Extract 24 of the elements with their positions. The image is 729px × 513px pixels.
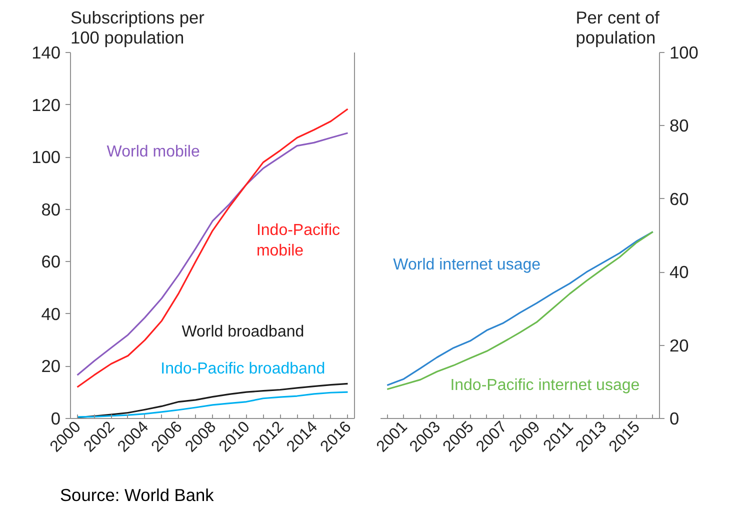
text: World broadband (182, 324, 304, 341)
y-axis-title: Per cent of population (576, 8, 660, 48)
series-label: Indo-Pacific broadband (160, 360, 326, 378)
y-tick-label: 60 (670, 188, 689, 209)
y-tick-label: 40 (670, 262, 689, 282)
series-label: Indo-Pacific internet usage (450, 377, 640, 394)
y-tick-label: 100 (32, 147, 61, 168)
y-tick-label: 40 (41, 304, 61, 324)
source-note: Source: World Bank (60, 484, 214, 507)
y-tick-label: 120 (32, 94, 61, 115)
series-label: World internet usage (393, 256, 541, 274)
y-tick-label: 20 (670, 335, 689, 356)
y-tick-label: 140 (32, 42, 61, 62)
y-tick-label: 100 (670, 42, 698, 62)
y-axis-title: Subscriptions per 100 population (70, 8, 205, 48)
y-tick-label: 60 (41, 252, 61, 272)
line-series (76, 391, 349, 418)
series-label: Indo-Pacific mobile (256, 222, 340, 260)
y-tick-label: 80 (41, 199, 61, 220)
y-tick-label: 0 (670, 408, 680, 428)
line-series (76, 382, 349, 418)
text: World mobile (106, 143, 200, 160)
y-tick-label: 20 (41, 356, 61, 376)
y-tick-label: 80 (670, 116, 689, 136)
